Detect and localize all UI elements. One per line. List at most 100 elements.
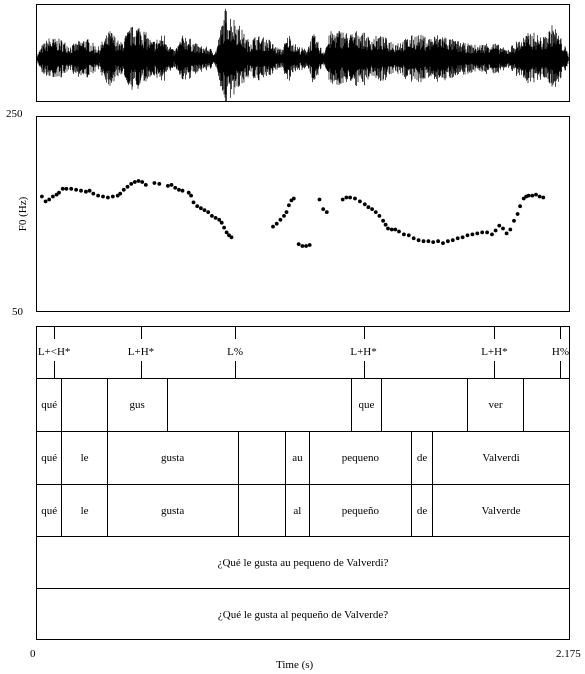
f0-point bbox=[470, 232, 475, 237]
f0-point bbox=[370, 207, 374, 211]
tier-interval: Valverdi bbox=[432, 432, 569, 484]
f0-point bbox=[381, 218, 385, 223]
f0-point bbox=[460, 235, 465, 240]
f0-point bbox=[284, 210, 289, 214]
tone-tick bbox=[560, 361, 562, 379]
tier-interval: pequeno bbox=[308, 432, 412, 484]
tone-tick bbox=[560, 327, 562, 339]
f0-point bbox=[152, 181, 157, 185]
f0-point bbox=[441, 241, 445, 245]
f0-point bbox=[169, 183, 174, 187]
sentence-tier-standard: ¿Qué le gusta al pequeño de Valverde? bbox=[37, 589, 569, 640]
f0-point bbox=[501, 226, 505, 231]
f0-point bbox=[177, 187, 181, 192]
f0-point bbox=[206, 210, 211, 214]
f0-point bbox=[157, 182, 162, 186]
f0-point bbox=[296, 242, 301, 246]
tier-interval: ¿Qué le gusta al pequeño de Valverde? bbox=[217, 608, 389, 621]
tone-tick bbox=[140, 327, 142, 339]
tier-interval bbox=[522, 379, 569, 431]
f0-point bbox=[373, 210, 378, 214]
f0-point bbox=[393, 227, 398, 232]
f0-point bbox=[210, 214, 214, 218]
sentence-tier-realized: ¿Qué le gusta au pequeno de Valverdi? bbox=[37, 537, 569, 589]
f0-point bbox=[300, 244, 305, 248]
f0-point bbox=[541, 195, 546, 200]
f0-point bbox=[389, 227, 394, 232]
tone-tier: L+<H* L+H* L% L+H* L+H* H% bbox=[37, 327, 569, 379]
f0-point bbox=[274, 221, 279, 226]
f0-point bbox=[180, 188, 185, 193]
tier-interval bbox=[380, 379, 468, 431]
f0-point bbox=[132, 180, 137, 184]
f0-point bbox=[411, 236, 416, 241]
tier-interval: le bbox=[61, 485, 106, 536]
f0-point bbox=[47, 197, 52, 202]
tier-interval: gusta bbox=[106, 432, 238, 484]
f0-point bbox=[136, 179, 141, 183]
f0-point bbox=[189, 193, 194, 198]
f0-point bbox=[96, 193, 100, 198]
f0-point bbox=[202, 208, 207, 212]
f0-point bbox=[186, 190, 191, 195]
f0-point bbox=[317, 197, 322, 202]
f0-point bbox=[485, 230, 489, 235]
pitch-panel bbox=[36, 116, 570, 312]
tier-interval: qué bbox=[41, 452, 58, 464]
f0-point bbox=[129, 182, 134, 186]
tier-interval: al bbox=[285, 485, 308, 536]
pitch-ymin-label: 50 bbox=[12, 306, 23, 318]
f0-point bbox=[219, 220, 224, 225]
tier-interval: pequeño bbox=[308, 485, 412, 536]
f0-point bbox=[84, 189, 88, 194]
f0-point bbox=[515, 212, 520, 216]
f0-point bbox=[362, 202, 367, 207]
f0-point bbox=[416, 238, 421, 243]
tier-interval: de bbox=[411, 485, 432, 536]
f0-point bbox=[195, 204, 200, 209]
f0-point bbox=[450, 238, 455, 243]
f0-point bbox=[213, 216, 218, 220]
f0-point bbox=[402, 232, 406, 237]
f0-point bbox=[307, 243, 312, 247]
tier-interval: gusta bbox=[106, 485, 238, 536]
pitch-ymax-label: 250 bbox=[6, 108, 23, 120]
f0-point bbox=[358, 199, 362, 204]
f0-point bbox=[324, 210, 329, 214]
tier-interval bbox=[166, 379, 352, 431]
f0-point bbox=[57, 190, 61, 195]
f0-point bbox=[166, 184, 170, 188]
tier-interval: qué bbox=[41, 504, 58, 517]
tone-tick bbox=[140, 361, 142, 379]
f0-point bbox=[508, 227, 513, 232]
tier-interval: au bbox=[285, 432, 308, 484]
f0-point bbox=[199, 206, 203, 211]
tier-interval: qué bbox=[41, 399, 58, 411]
f0-point bbox=[282, 214, 286, 218]
tone-label: L% bbox=[227, 346, 244, 358]
f0-point bbox=[344, 195, 349, 200]
tone-label: H% bbox=[551, 346, 569, 358]
f0-point bbox=[348, 195, 352, 200]
word-tier-realized: qué le gusta au pequeno de Valverdi bbox=[37, 432, 569, 485]
f0-point bbox=[431, 240, 436, 244]
tone-tick bbox=[494, 361, 496, 379]
f0-point bbox=[353, 196, 357, 201]
f0-point bbox=[125, 184, 130, 189]
f0-point bbox=[106, 195, 110, 200]
f0-point bbox=[366, 205, 371, 210]
f0-point bbox=[386, 226, 390, 231]
f0-point bbox=[406, 233, 411, 238]
f0-point bbox=[497, 223, 502, 228]
pitch-plot bbox=[40, 179, 546, 248]
f0-point bbox=[446, 239, 450, 244]
f0-point bbox=[493, 228, 498, 233]
f0-point bbox=[79, 188, 83, 193]
f0-point bbox=[43, 199, 48, 204]
tier-interval: ver bbox=[467, 379, 522, 431]
f0-point bbox=[64, 186, 69, 191]
tone-tick bbox=[54, 327, 56, 339]
f0-point bbox=[534, 192, 538, 197]
f0-point bbox=[287, 203, 291, 208]
f0-point bbox=[504, 231, 509, 236]
